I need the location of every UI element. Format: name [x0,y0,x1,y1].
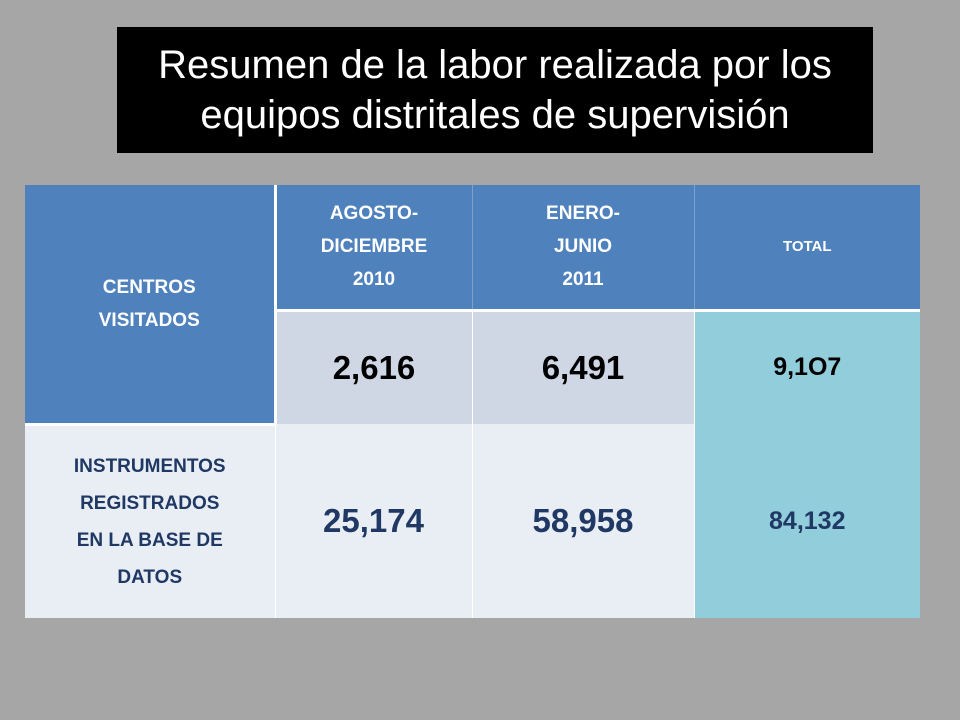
summary-table: CENTROS VISITADOS AGOSTO- DICIEMBRE 2010… [25,185,920,618]
table-header-row: CENTROS VISITADOS AGOSTO- DICIEMBRE 2010… [25,185,920,426]
column-header-agosto-diciembre-2010: AGOSTO- DICIEMBRE 2010 [274,185,472,312]
row-label-instrumentos-registrados: INSTRUMENTOS REGISTRADOS EN LA BASE DE D… [25,424,275,618]
title-line-1: Resumen de la labor realizada por los [158,43,832,87]
row-label-centros-visitados: CENTROS VISITADOS [25,185,277,426]
value-instrumentos-2010: 25,174 [274,424,472,618]
total-centros: 9,1O7 [693,310,920,424]
title-line-2: equipos distritales de supervisión [200,93,790,137]
column-header-enero-junio-2011: ENERO- JUNIO 2011 [471,185,694,312]
slide-title: Resumen de la labor realizada por los eq… [117,27,873,153]
value-centros-2011: 6,491 [471,310,694,424]
value-centros-2010: 2,616 [274,310,472,424]
total-instrumentos: 84,132 [693,424,920,618]
value-instrumentos-2011: 58,958 [471,424,694,618]
column-header-total: TOTAL [693,185,920,312]
table-row: INSTRUMENTOS REGISTRADOS EN LA BASE DE D… [25,424,920,618]
table-row: 2,616 6,491 9,1O7 [25,310,920,424]
